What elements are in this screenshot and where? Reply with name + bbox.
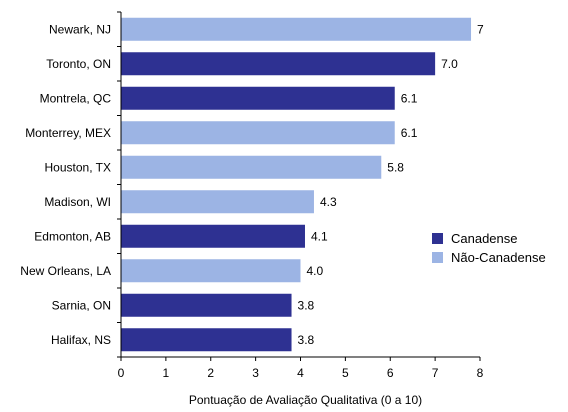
x-axis-label: Pontuação de Avaliação Qualitativa (0 a … [189,393,422,407]
x-tick-label: 4 [297,366,304,380]
bar-2 [121,52,436,76]
category-label: Newark, NJ [49,22,111,36]
category-labels-group: Newark, NJ Toronto, ON Montrela, QC Monterr… [20,22,111,347]
bar-5 [121,155,382,179]
x-tick-labels-group: 0 1 2 3 4 5 6 7 8 [118,366,484,380]
value-labels-group: 7 7.0 6.1 6.1 5.8 4.3 4.1 4.0 3.8 3.8 [298,22,485,347]
x-tick-label: 2 [207,366,214,380]
legend: Canadense Não-Canadense [432,231,546,265]
bar-9 [121,293,292,317]
x-tick-label: 3 [252,366,259,380]
value-label: 6.1 [401,91,418,105]
bars-group [121,17,472,352]
x-tick-label: 1 [163,366,170,380]
value-label: 4.1 [311,229,328,243]
x-tick-label: 0 [118,366,125,380]
value-label: 3.8 [298,298,315,312]
category-label: Toronto, ON [46,57,111,71]
bar-6 [121,190,314,214]
bar-8 [121,259,301,283]
legend-swatch [432,233,443,244]
legend-label: Não-Canadense [451,250,546,265]
x-tick-label: 7 [432,366,439,380]
category-label: Edmonton, AB [34,229,111,243]
value-label: 7.0 [441,57,458,71]
bar-3 [121,86,395,110]
x-tick-label: 5 [342,366,349,380]
category-label: Sarnia, ON [52,298,111,312]
value-label: 5.8 [387,160,404,174]
value-label: 3.8 [298,333,315,347]
x-tick-label: 8 [477,366,484,380]
category-label: Houston, TX [45,160,111,174]
category-label: Monterrey, MEX [25,126,111,140]
category-label: New Orleans, LA [20,264,111,278]
bar-10 [121,328,292,352]
bar-1 [121,17,472,41]
value-label: 7 [477,22,484,36]
legend-swatch [432,252,443,263]
x-tick-label: 6 [387,366,394,380]
category-label: Madison, WI [44,195,111,209]
axes-group [117,11,481,361]
bar-7 [121,224,305,248]
value-label: 4.0 [307,264,324,278]
bar-4 [121,121,395,145]
legend-label: Canadense [451,231,518,246]
value-label: 4.3 [320,195,337,209]
category-label: Halifax, NS [51,333,111,347]
value-label: 6.1 [401,126,418,140]
category-label: Montrela, QC [40,91,112,105]
